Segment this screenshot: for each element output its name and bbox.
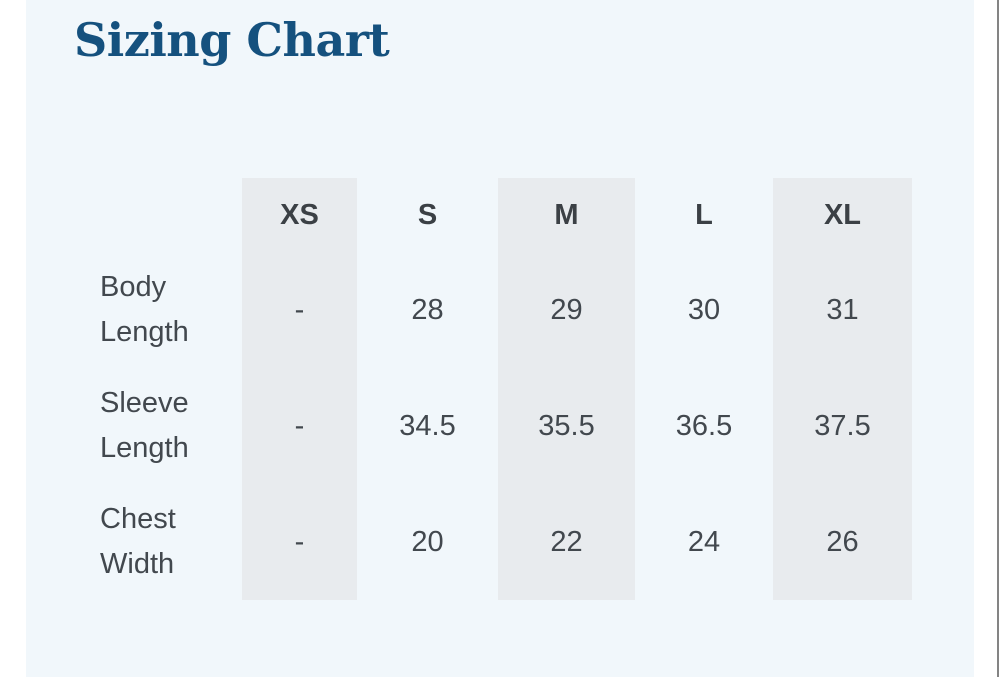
window-right-border <box>997 0 999 677</box>
value-chest-width-l: 24 <box>687 525 721 558</box>
value-chest-width-s: 20 <box>411 525 444 558</box>
value-body-length-s: 28 <box>411 293 444 326</box>
value-sleeve-length-xl: 37.5 <box>773 368 912 484</box>
value-chest-width-xl: 26 <box>773 484 912 600</box>
value-body-length-m: 29 <box>498 252 635 368</box>
column-header-xs: XS <box>242 178 357 252</box>
value-sleeve-length-l: 36.5 <box>675 409 733 442</box>
value-chest-width-xs: - <box>242 484 357 600</box>
column-header-l: L <box>695 198 713 231</box>
row-label-sleeve-length: Sleeve Length <box>100 387 189 464</box>
page-title: Sizing Chart <box>74 13 390 67</box>
table-corner-cell <box>74 178 242 252</box>
value-sleeve-length-xs: - <box>242 368 357 484</box>
value-body-length-xs: - <box>242 252 357 368</box>
value-body-length-xl: 31 <box>773 252 912 368</box>
column-header-m: M <box>498 178 635 252</box>
row-label-chest-width: Chest Width <box>100 503 176 580</box>
row-label-body-length: Body Length <box>100 271 189 348</box>
column-header-xl: XL <box>773 178 912 252</box>
value-sleeve-length-s: 34.5 <box>399 409 456 442</box>
value-body-length-l: 30 <box>687 293 721 326</box>
value-chest-width-m: 22 <box>498 484 635 600</box>
value-sleeve-length-m: 35.5 <box>498 368 635 484</box>
sizing-chart-card: Sizing Chart XS S M L XL Body Length -28 29 30 31… <box>26 0 974 677</box>
sizing-table: XS S M L XL Body Length -28 29 30 31 Sleeve Length… <box>74 178 912 600</box>
column-header-s: S <box>417 198 438 231</box>
